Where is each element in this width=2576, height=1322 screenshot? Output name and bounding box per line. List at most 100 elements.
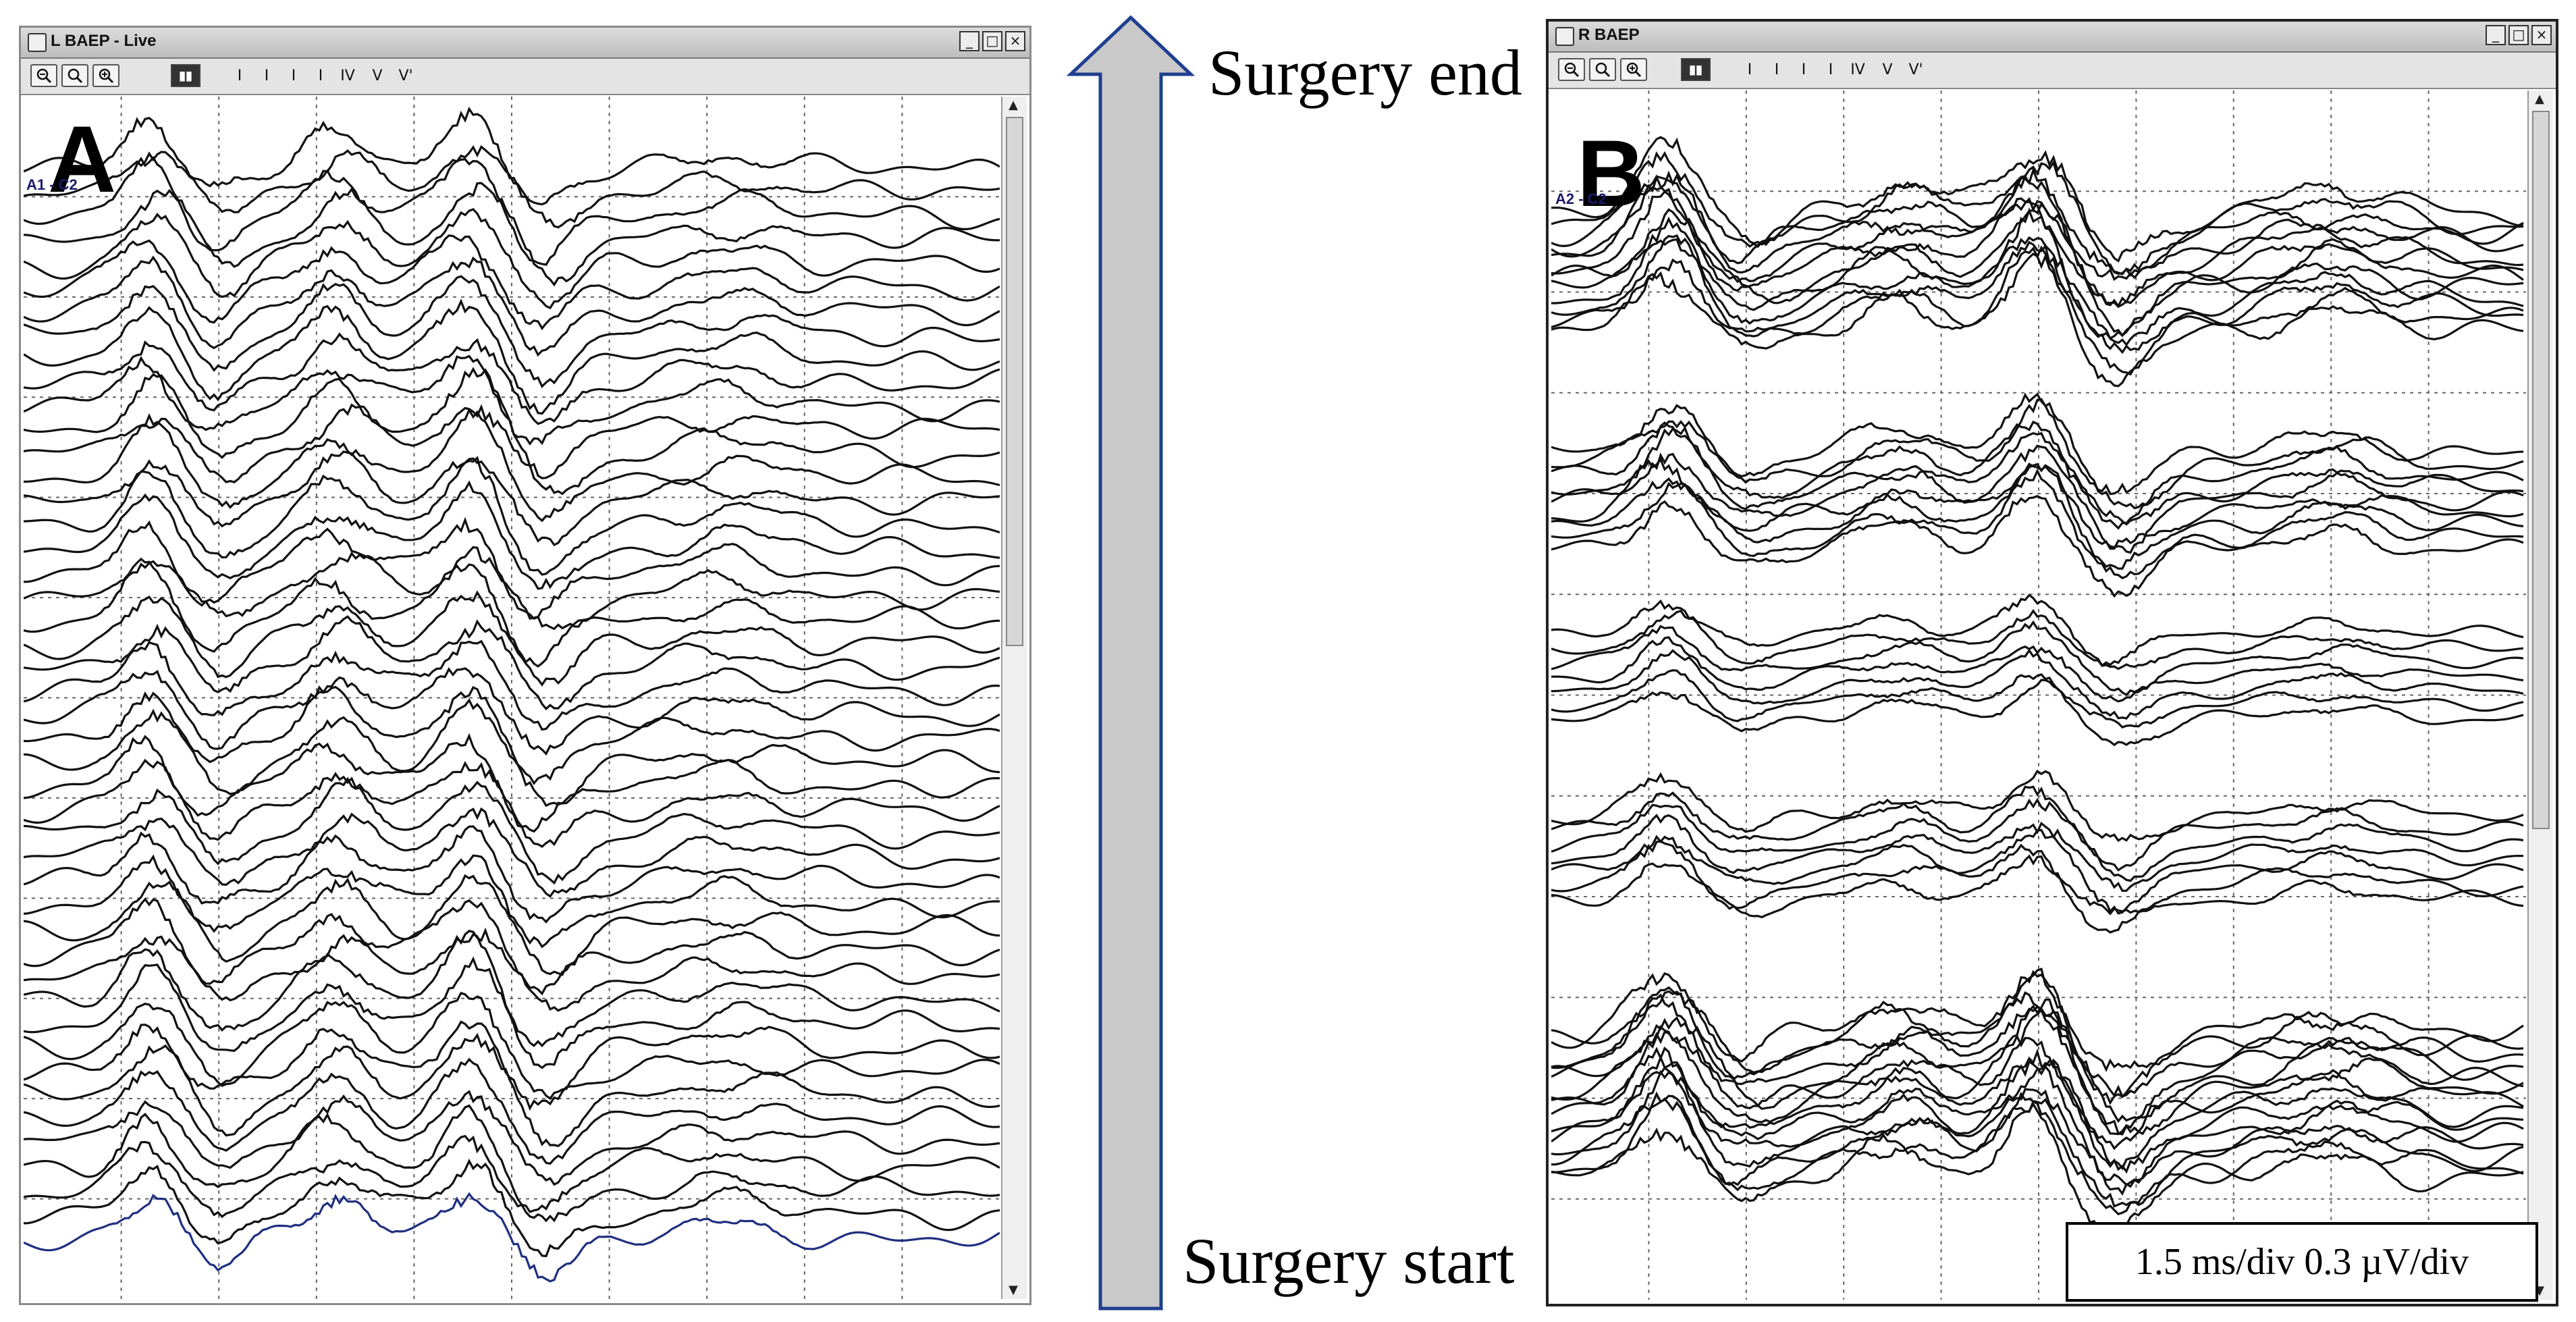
close-button[interactable]: × [1005, 31, 1025, 51]
scroll-down-icon[interactable]: ▼ [1009, 1283, 1018, 1297]
baep-trace [24, 234, 1000, 331]
baep-trace [1551, 769, 2524, 843]
maximize-button[interactable]: □ [982, 31, 1002, 51]
baep-trace [1551, 1102, 2524, 1234]
marker-iv[interactable]: IV [340, 67, 355, 84]
scroll-thumb[interactable] [1006, 117, 1023, 646]
zoom-in-icon[interactable] [1620, 58, 1647, 81]
scrollbar[interactable]: ▲ ▼ [1001, 97, 1027, 1299]
baep-trace [1551, 1069, 2524, 1187]
marker-iii-b[interactable]: I [318, 67, 323, 84]
marker-v-prime[interactable]: V' [398, 67, 413, 84]
marker-ii[interactable]: I [1774, 61, 1779, 78]
toolbar: ▮▮ I I I I IV V V' [1549, 53, 2556, 89]
baep-trace [24, 854, 1000, 949]
baep-trace [24, 1057, 1000, 1165]
marker-iii-b[interactable]: I [1828, 61, 1833, 78]
baep-trace [1551, 648, 2524, 720]
baep-trace [1551, 608, 2524, 670]
marker-iv[interactable]: IV [1850, 61, 1865, 78]
baep-trace [24, 546, 1000, 631]
baep-trace [24, 1192, 1000, 1283]
baep-trace [24, 776, 1000, 885]
baep-trace [24, 956, 1000, 1069]
baep-trace [24, 639, 1000, 731]
waveform-plot [24, 97, 1000, 1299]
zoom-out-icon[interactable] [30, 64, 57, 87]
baep-trace [24, 208, 1000, 310]
baep-trace [1551, 245, 2524, 376]
marker-iii[interactable]: I [291, 67, 296, 84]
panel-label-b: B [1577, 120, 1646, 226]
baep-trace [1551, 151, 2524, 275]
baep-trace [1551, 420, 2524, 530]
baep-trace [24, 733, 1000, 833]
baep-trace [24, 480, 1000, 590]
baep-trace [24, 807, 1000, 898]
baep-trace [24, 1090, 1000, 1186]
baep-trace [1551, 669, 2524, 729]
scale-legend: 1.5 ms/div 0.3 µV/div [2066, 1222, 2538, 1302]
baep-trace [1551, 462, 2524, 570]
timeline-arrow [1066, 14, 1196, 1313]
baep-trace [24, 1104, 1000, 1213]
marker-i[interactable]: I [1747, 61, 1752, 78]
scrollbar[interactable]: ▲ ▼ [2527, 90, 2553, 1300]
surgery-end-label: Surgery end [1208, 36, 1522, 109]
baep-trace [1551, 854, 2524, 934]
zoom-fit-icon[interactable] [61, 64, 88, 87]
baep-trace [1551, 202, 2524, 338]
waveform-plot [1551, 90, 2526, 1300]
baep-trace [1551, 444, 2524, 554]
baep-trace [1551, 457, 2524, 550]
scroll-up-icon[interactable]: ▲ [2535, 92, 2544, 106]
baep-trace [24, 557, 1000, 668]
close-button[interactable]: × [2531, 25, 2552, 45]
baep-trace [1551, 398, 2524, 510]
scroll-up-icon[interactable]: ▲ [1009, 98, 1018, 112]
baep-trace [1551, 797, 2524, 882]
baep-trace [1551, 785, 2524, 872]
baep-trace [24, 332, 1000, 425]
app-icon [28, 33, 47, 52]
marker-v[interactable]: V [1882, 61, 1893, 78]
minimize-button[interactable]: _ [2486, 25, 2506, 45]
maximize-button[interactable]: □ [2508, 25, 2529, 45]
baep-trace [1551, 207, 2524, 340]
baep-trace [1551, 840, 2524, 916]
zoom-fit-icon[interactable] [1589, 58, 1616, 81]
baep-trace [1551, 1047, 2524, 1171]
marker-iii[interactable]: I [1801, 61, 1806, 78]
baep-trace [24, 155, 1000, 266]
zoom-in-icon[interactable] [92, 64, 119, 87]
display-mode-icon[interactable]: ▮▮ [1681, 58, 1711, 81]
baep-trace [1551, 593, 2524, 668]
baep-trace [24, 407, 1000, 523]
display-mode-icon[interactable]: ▮▮ [171, 64, 200, 87]
marker-i[interactable]: I [237, 67, 242, 84]
window-title: R BAEP [1578, 26, 1640, 44]
baep-trace [1551, 998, 2524, 1136]
baep-trace [1551, 216, 2524, 347]
minimize-button[interactable]: _ [959, 31, 980, 51]
baep-trace [24, 144, 1000, 229]
marker-v[interactable]: V [372, 67, 383, 84]
scroll-thumb[interactable] [2532, 111, 2550, 829]
baep-trace [24, 403, 1000, 496]
panel-label-a: A [48, 106, 117, 212]
baep-trace [1551, 1007, 2524, 1136]
baep-trace [24, 927, 1000, 1012]
marker-v-prime[interactable]: V' [1908, 61, 1923, 78]
channel-label: A1 - C2 [26, 176, 78, 193]
baep-trace [1551, 425, 2524, 526]
marker-ii[interactable]: I [264, 67, 269, 84]
channel-label: A2 - C2 [1555, 190, 1607, 207]
window-title: L BAEP - Live [51, 32, 157, 50]
baep-trace [1551, 986, 2524, 1098]
baep-trace [1551, 234, 2524, 354]
zoom-out-icon[interactable] [1558, 58, 1585, 81]
baep-trace [24, 367, 1000, 479]
scale-text: 1.5 ms/div 0.3 µV/div [2135, 1241, 2469, 1283]
baep-trace [24, 615, 1000, 711]
up-arrow-icon [1066, 15, 1196, 1311]
